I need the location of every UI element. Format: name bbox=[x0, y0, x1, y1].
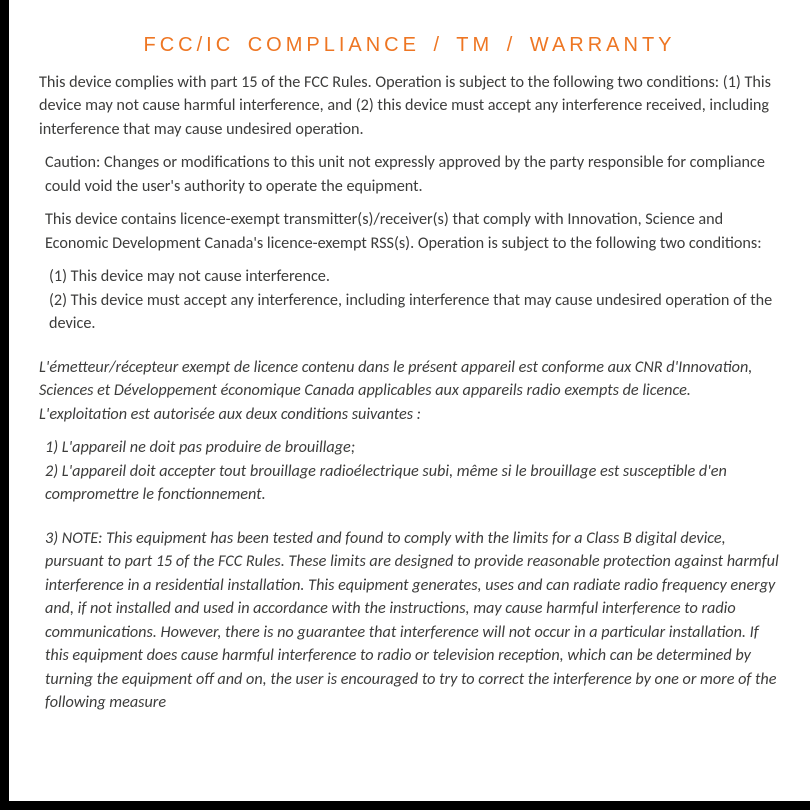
paragraph-ic-intro-fr: L'émetteur/récepteur exempt de licence c… bbox=[39, 356, 780, 426]
paragraph-note-classb: 3) NOTE: This equipment has been tested … bbox=[39, 527, 780, 715]
spacer bbox=[39, 346, 780, 356]
page-title: FCC/IC COMPLIANCE / TM / WARRANTY bbox=[39, 34, 780, 57]
spacer bbox=[39, 517, 780, 527]
paragraph-fcc-part15: This device complies with part 15 of the… bbox=[39, 71, 780, 141]
condition-2-fr: 2) L'appareil doit accepter tout brouill… bbox=[39, 460, 780, 507]
document-page: FCC/IC COMPLIANCE / TM / WARRANTY This d… bbox=[9, 0, 810, 801]
paragraph-caution: Caution: Changes or modifications to thi… bbox=[39, 151, 780, 198]
condition-1-en: (1) This device may not cause interferen… bbox=[39, 265, 780, 288]
condition-1-fr: 1) L'appareil ne doit pas produire de br… bbox=[39, 436, 780, 459]
paragraph-ic-intro: This device contains licence-exempt tran… bbox=[39, 208, 780, 255]
condition-2-en: (2) This device must accept any interfer… bbox=[39, 289, 780, 336]
